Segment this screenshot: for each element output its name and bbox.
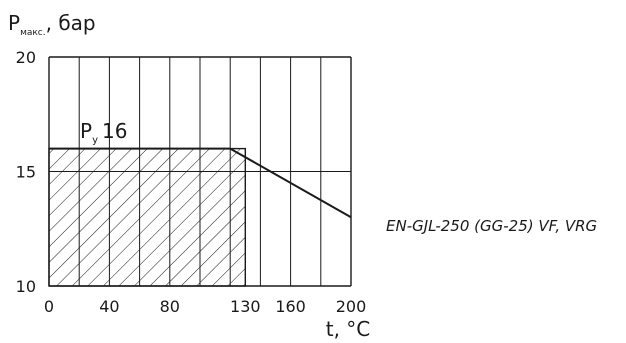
x-tick-label: 0 <box>44 297 54 316</box>
material-annotation: EN-GJL-250 (GG-25) VF, VRG <box>386 217 597 235</box>
x-tick-label: 40 <box>99 297 119 316</box>
hatched-area <box>48 147 247 287</box>
x-tick-label: 80 <box>160 297 180 316</box>
x-axis-label: t, °C <box>326 317 371 341</box>
hatched-region <box>48 147 247 287</box>
nominal-pressure-label: Pу 16 <box>80 119 127 146</box>
y-tick-label: 15 <box>16 163 36 182</box>
series-line <box>49 147 352 219</box>
y-axis-label: Pмакс., бар <box>8 11 96 38</box>
y-tick-label: 10 <box>16 277 36 296</box>
x-tick-label: 200 <box>336 297 367 316</box>
y-tick-label: 20 <box>16 48 36 67</box>
series-layer <box>49 147 352 219</box>
tick-labels: 0 40 80 130 160 200 10 15 20 <box>16 48 367 316</box>
x-tick-label: 160 <box>275 297 306 316</box>
x-tick-label: 130 <box>230 297 261 316</box>
